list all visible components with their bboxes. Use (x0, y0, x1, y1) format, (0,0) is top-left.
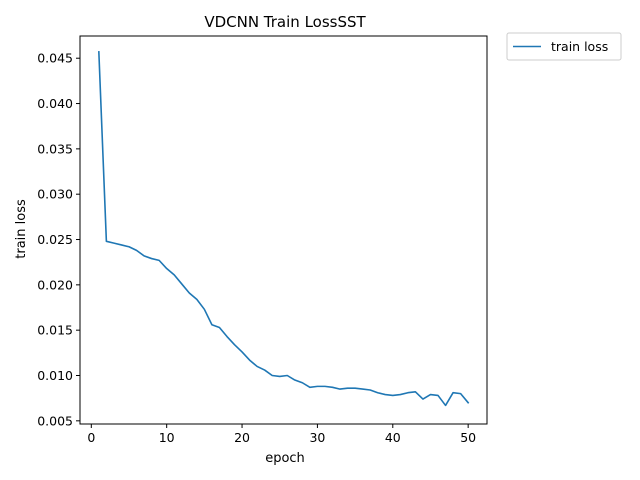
plot-area (98, 51, 470, 407)
x-axis: 0 10 20 30 40 50 (87, 424, 476, 445)
legend: train loss (506, 32, 622, 61)
x-tick-label: 20 (234, 430, 250, 445)
y-tick-label: 0.035 (37, 141, 73, 156)
axes-frame (79, 35, 488, 425)
x-axis-label: epoch (265, 451, 305, 466)
series-line-train-loss (98, 51, 470, 407)
x-tick-label: 10 (159, 430, 175, 445)
y-tick-label: 0.010 (37, 368, 73, 383)
y-tick-label: 0.015 (37, 323, 73, 338)
x-tick-label: 0 (87, 430, 95, 445)
y-tick-label: 0.025 (37, 232, 73, 247)
legend-frame (506, 32, 622, 61)
y-tick-label: 0.045 (37, 51, 73, 66)
y-axis-label: train loss (14, 199, 29, 259)
y-tick-label: 0.030 (37, 187, 73, 202)
x-tick-label: 50 (460, 430, 476, 445)
y-tick-label: 0.005 (37, 413, 73, 428)
y-tick-label: 0.020 (37, 277, 73, 292)
y-axis: 0.005 0.010 0.015 0.020 0.025 0.030 0.035 0.040… (37, 51, 80, 428)
axes-spines (79, 35, 488, 425)
chart-title: VDCNN Train LossSST (204, 13, 366, 31)
legend-label-train-loss: train loss (551, 39, 608, 54)
x-tick-label: 30 (309, 430, 325, 445)
x-tick-label: 40 (385, 430, 401, 445)
y-tick-label: 0.040 (37, 96, 73, 111)
